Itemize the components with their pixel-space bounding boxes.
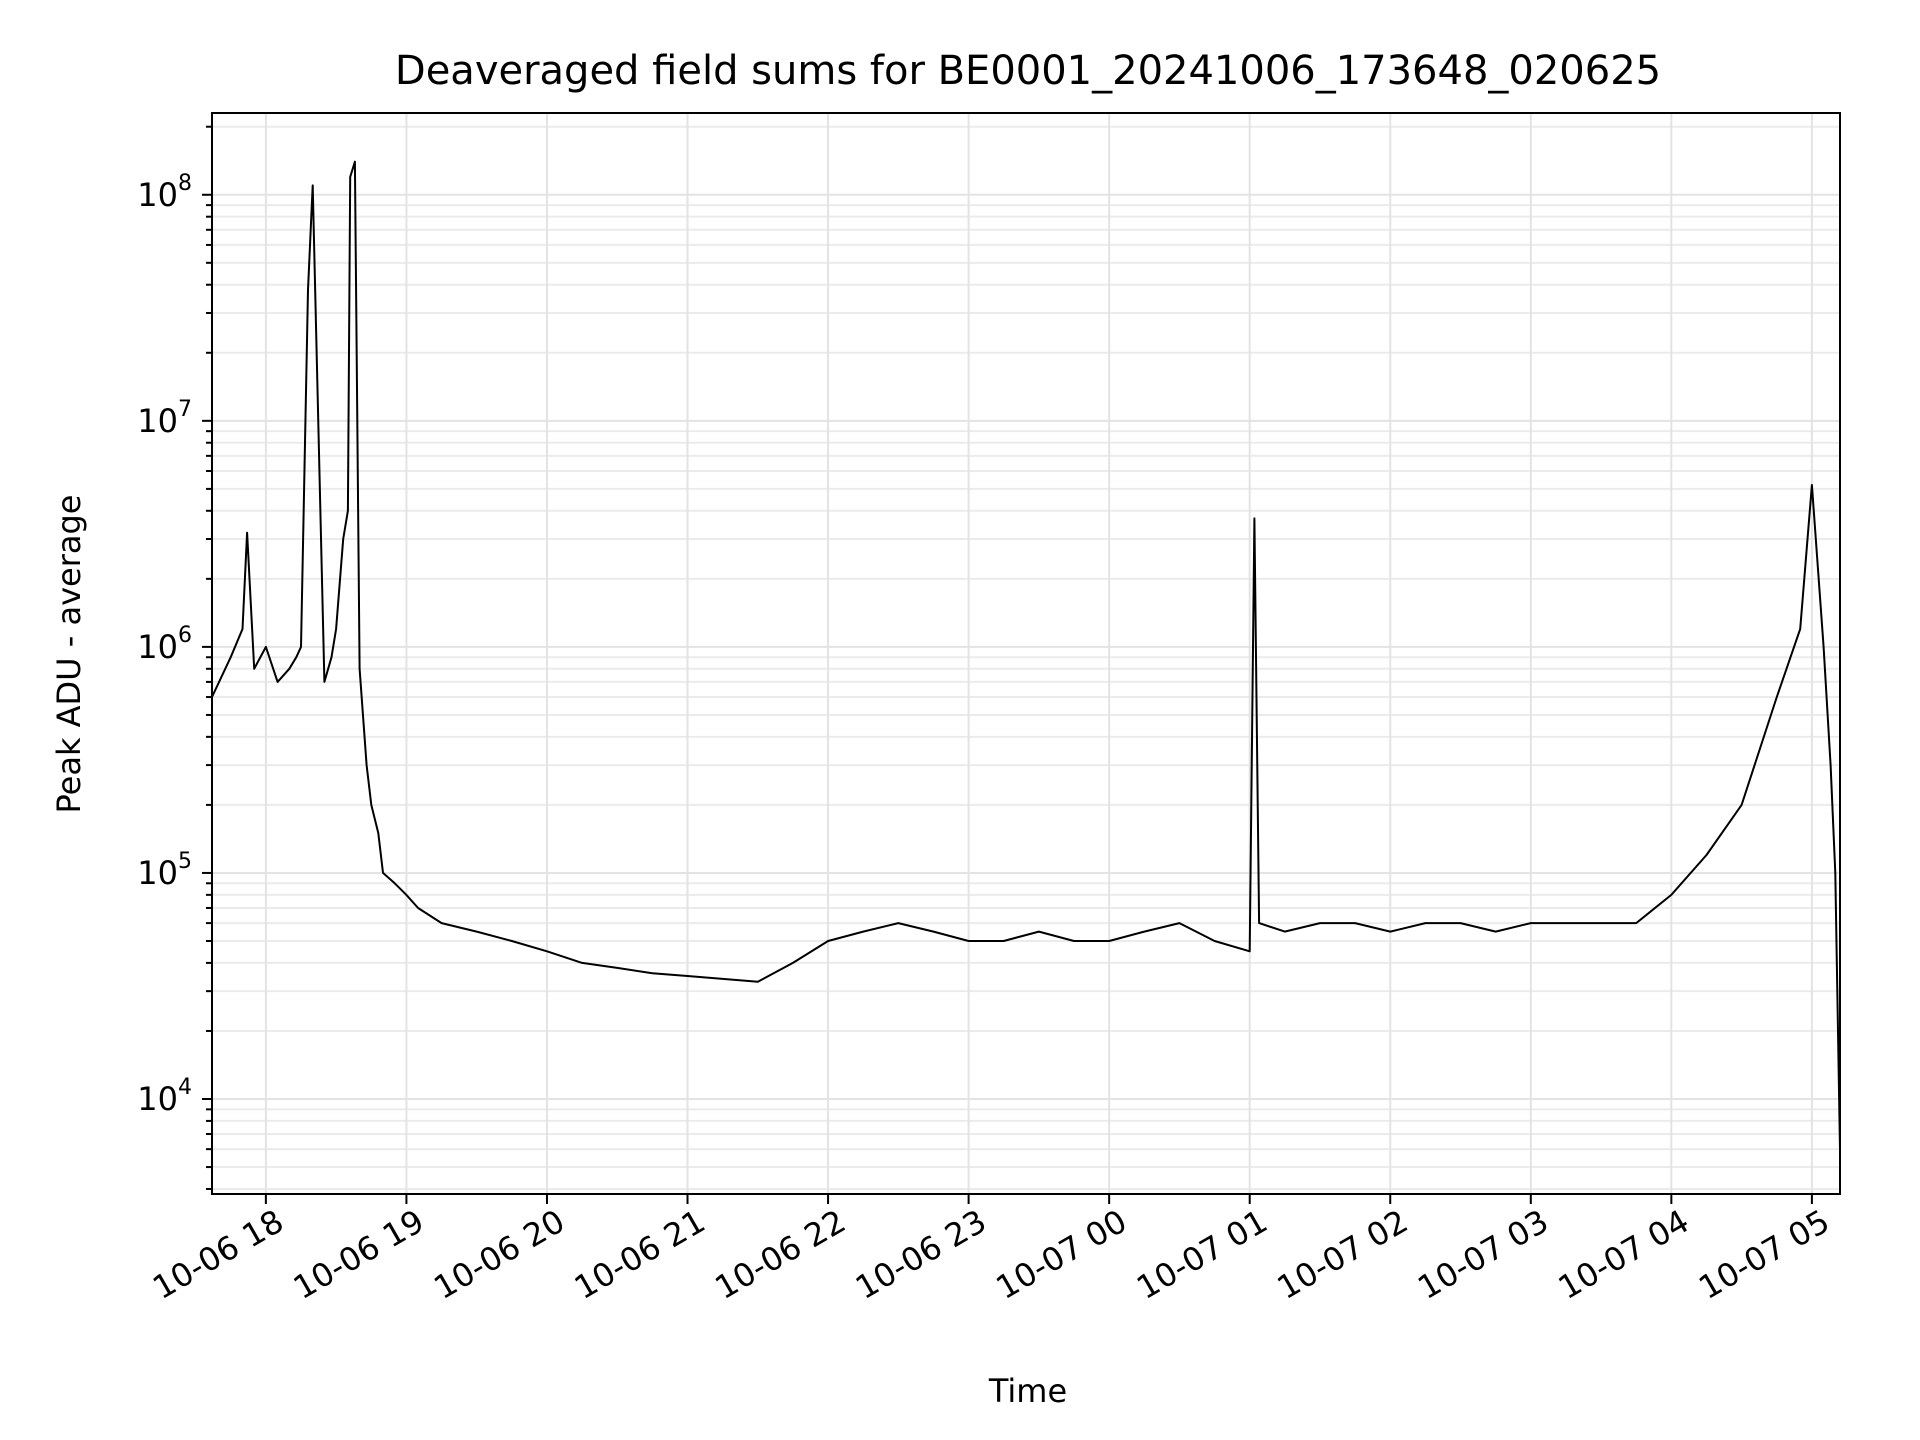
y-tick-label-exponent: 7 bbox=[178, 397, 192, 422]
y-tick-label: 107 bbox=[137, 397, 192, 440]
y-tick-label-base: 10 bbox=[137, 176, 178, 214]
y-tick-label-exponent: 8 bbox=[178, 171, 192, 196]
y-tick-label-base: 10 bbox=[137, 628, 178, 666]
y-tick-label-base: 10 bbox=[137, 1080, 178, 1118]
y-tick-label: 108 bbox=[137, 171, 192, 214]
y-tick-label: 106 bbox=[137, 623, 192, 666]
y-tick-label: 105 bbox=[137, 849, 192, 892]
series-line bbox=[211, 160, 1841, 1150]
x-axis-label: Time bbox=[988, 1372, 1067, 1410]
y-tick-label-base: 10 bbox=[137, 854, 178, 892]
y-tick-label-exponent: 5 bbox=[178, 849, 192, 874]
y-tick-label-exponent: 6 bbox=[178, 623, 192, 648]
y-tick-label: 104 bbox=[137, 1075, 192, 1118]
y-axis-label: Peak ADU - average bbox=[50, 495, 88, 814]
y-tick-label-exponent: 4 bbox=[178, 1075, 192, 1100]
series-layer bbox=[211, 160, 1841, 1150]
y-tick-label-base: 10 bbox=[137, 402, 178, 440]
plot-frame bbox=[211, 112, 1841, 1195]
chart-title: Deaveraged field sums for BE0001_2024100… bbox=[395, 48, 1661, 94]
